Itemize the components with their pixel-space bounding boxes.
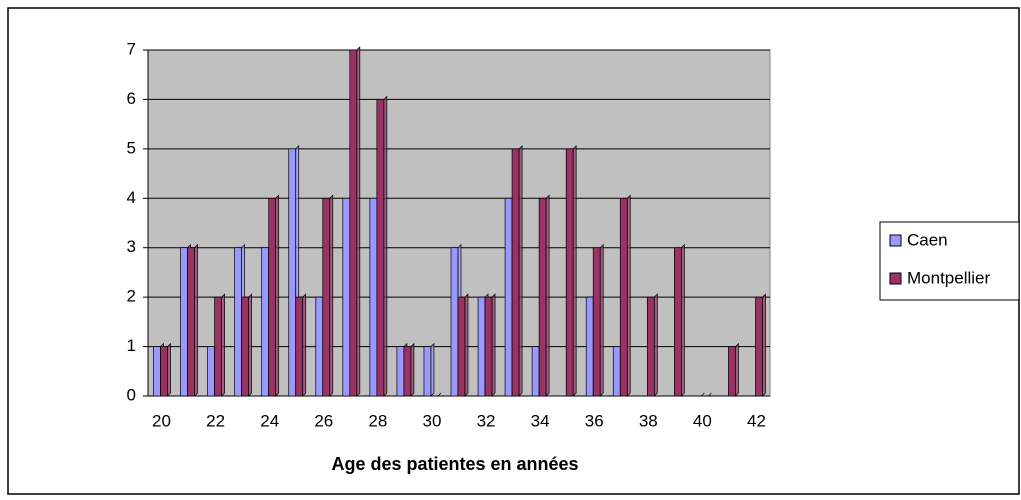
bar xyxy=(315,296,324,397)
bar-side xyxy=(275,194,280,397)
bar xyxy=(531,346,540,397)
bar xyxy=(295,296,304,397)
y-tick-label: 7 xyxy=(127,39,136,58)
x-tick-label: 22 xyxy=(206,411,225,430)
bar xyxy=(619,197,628,397)
x-tick-label: 30 xyxy=(422,411,441,430)
bar xyxy=(538,197,547,397)
bar-side xyxy=(194,243,198,397)
y-tick-label: 1 xyxy=(127,336,136,355)
bar xyxy=(673,247,682,397)
bar xyxy=(728,346,736,397)
x-tick-label: 28 xyxy=(368,411,387,430)
bar xyxy=(187,247,195,397)
bar-side xyxy=(167,342,171,397)
bar-side xyxy=(464,293,469,397)
bar xyxy=(288,148,297,397)
bar xyxy=(585,296,594,397)
legend-swatch xyxy=(889,272,902,285)
bar-side xyxy=(329,194,334,397)
bar xyxy=(322,197,331,397)
bar xyxy=(450,247,459,397)
bar-side xyxy=(356,46,361,397)
bar-side xyxy=(599,243,604,397)
x-tick-label: 34 xyxy=(531,411,550,430)
bar xyxy=(369,197,378,397)
bar-side xyxy=(701,392,705,397)
bar xyxy=(342,197,351,397)
x-axis-title: Age des patientes en années xyxy=(331,454,578,474)
bar xyxy=(261,247,270,397)
bar xyxy=(612,346,621,397)
bar-side xyxy=(383,95,388,397)
bar-side xyxy=(437,392,442,397)
y-tick-label: 0 xyxy=(127,385,136,404)
y-tick-label: 5 xyxy=(127,138,136,157)
bar-side xyxy=(302,293,307,397)
bar xyxy=(646,296,655,397)
legend-label: Montpellier xyxy=(907,268,990,287)
bar xyxy=(477,296,486,397)
bar xyxy=(592,247,601,397)
bar-side xyxy=(708,392,712,397)
bar xyxy=(234,247,243,397)
bar-side xyxy=(430,342,435,397)
bar xyxy=(153,346,161,397)
bar xyxy=(403,346,412,397)
x-tick-label: 20 xyxy=(152,411,171,430)
bar-side xyxy=(491,293,496,397)
x-tick-label: 38 xyxy=(639,411,658,430)
bar xyxy=(376,99,385,397)
x-tick-label: 24 xyxy=(260,411,279,430)
x-tick-label: 40 xyxy=(693,411,712,430)
x-tick-label: 36 xyxy=(585,411,604,430)
bar xyxy=(160,346,168,397)
bar-side xyxy=(221,293,225,397)
bar xyxy=(565,148,574,397)
x-tick-label: 42 xyxy=(747,411,766,430)
bar-side xyxy=(680,243,685,397)
bar-side xyxy=(626,194,631,397)
bar xyxy=(484,296,493,397)
y-tick-label: 2 xyxy=(127,287,136,306)
bar xyxy=(207,346,215,397)
legend-box xyxy=(879,221,1020,301)
bar-side xyxy=(735,342,739,397)
bar xyxy=(268,197,277,397)
bar xyxy=(755,296,763,397)
bar-side xyxy=(653,293,658,397)
bar xyxy=(504,197,513,397)
bar xyxy=(214,296,222,397)
y-tick-label: 6 xyxy=(127,89,136,108)
bar-side xyxy=(410,342,415,397)
bar xyxy=(511,148,520,397)
bar xyxy=(180,247,188,397)
bar xyxy=(349,49,358,397)
bar-side xyxy=(572,145,577,397)
legend-label: Caen xyxy=(907,230,948,249)
bar xyxy=(423,346,432,397)
x-tick-label: 26 xyxy=(314,411,333,430)
bar-side xyxy=(762,293,766,397)
y-tick-label: 4 xyxy=(127,188,136,207)
y-tick-label: 3 xyxy=(127,237,136,256)
x-tick-label: 32 xyxy=(477,411,496,430)
legend-swatch xyxy=(889,234,902,247)
bar xyxy=(457,296,466,397)
bar-side xyxy=(518,145,523,397)
bar-side xyxy=(545,194,550,397)
bar xyxy=(396,346,405,397)
bar xyxy=(241,296,250,397)
bar-side xyxy=(248,293,253,397)
